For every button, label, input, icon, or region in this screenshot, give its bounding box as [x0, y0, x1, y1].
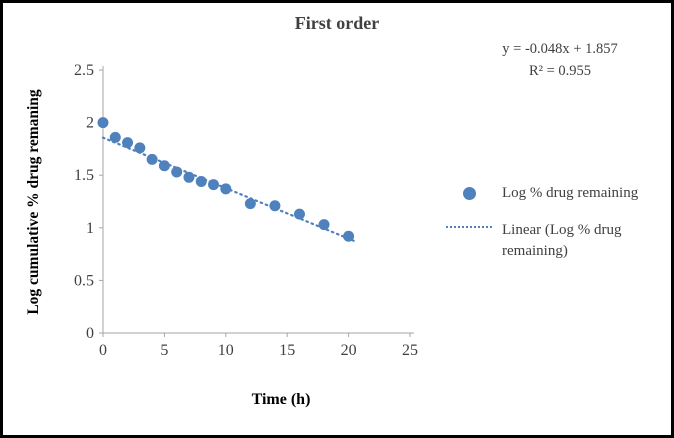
plot-area: 0 0.5 1 1.5 2 2.5 0 5 10 15 20 25	[74, 62, 418, 359]
legend-label-trendline: Linear (Log % drug remaining)	[502, 222, 622, 259]
scatter-marker-icon	[462, 187, 476, 200]
trendline-r-squared: R² = 0.955	[528, 62, 592, 79]
legend-label-scatter: Log % drug remaining	[502, 185, 639, 201]
legend-item-trendline: Linear (Log % drug remaining)	[446, 220, 642, 262]
svg-text:0.5: 0.5	[74, 272, 94, 289]
trendline-equation: y = -0.048x + 1.857	[502, 41, 618, 57]
svg-text:1.5: 1.5	[74, 167, 94, 184]
legend-item-scatter: Log % drug remaining	[446, 183, 642, 204]
legend: Log % drug remaining Linear (Log % drug …	[446, 183, 642, 262]
trendline-annotation: y = -0.048x + 1.857 R² = 0.955	[465, 39, 655, 83]
svg-text:5: 5	[160, 342, 168, 359]
dotted-line-icon	[446, 226, 492, 228]
x-axis-label: Time (h)	[251, 391, 311, 408]
svg-text:1: 1	[86, 220, 94, 237]
svg-text:15: 15	[279, 342, 295, 359]
chart-title: First order	[294, 13, 380, 33]
svg-text:0: 0	[99, 342, 107, 359]
svg-text:25: 25	[402, 342, 418, 359]
svg-text:2.5: 2.5	[74, 62, 94, 79]
svg-text:0: 0	[86, 325, 94, 342]
svg-text:20: 20	[341, 342, 357, 359]
svg-text:10: 10	[218, 342, 234, 359]
svg-text:2: 2	[86, 115, 94, 132]
